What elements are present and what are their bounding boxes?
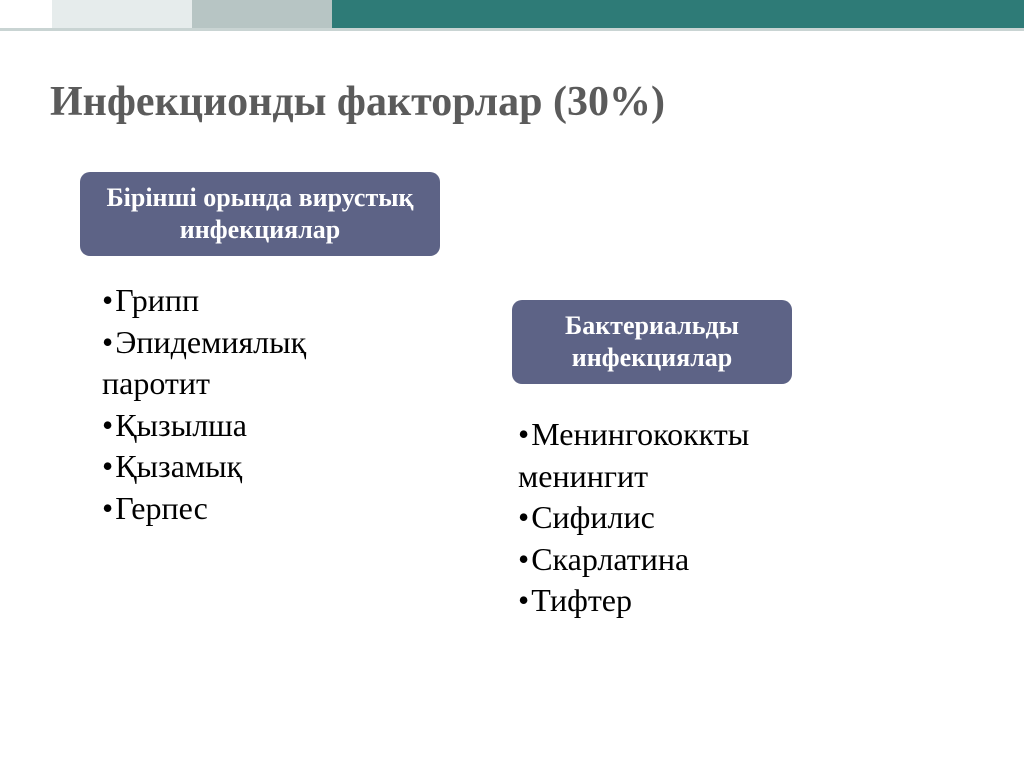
list-item: Скарлатина (518, 539, 828, 581)
topbar-seg-1 (0, 0, 52, 28)
list-item: Қызамық (102, 446, 412, 488)
viral-heading-pill: Бірінші орында вирустық инфекциялар (80, 172, 440, 256)
viral-list: Грипп Эпидемиялық паротит Қызылша Қызамы… (102, 280, 412, 530)
list-item: Қызылша (102, 405, 412, 447)
bacterial-heading-text: Бактериальды инфекциялар (522, 310, 782, 375)
list-item: Менингококкты менингит (518, 414, 828, 497)
bacterial-list: Менингококкты менингит Сифилис Скарлатин… (518, 414, 828, 622)
viral-heading-text: Бірінші орында вирустық инфекциялар (90, 182, 430, 247)
top-rule (0, 28, 1024, 31)
list-item: Эпидемиялық паротит (102, 322, 412, 405)
bacterial-heading-pill: Бактериальды инфекциялар (512, 300, 792, 384)
topbar-seg-3 (192, 0, 332, 28)
top-accent-bar (0, 0, 1024, 28)
list-item: Герпес (102, 488, 412, 530)
topbar-seg-2 (52, 0, 192, 28)
list-item: Грипп (102, 280, 412, 322)
slide-title: Инфекционды факторлар (30%) (50, 78, 665, 126)
list-item: Тифтер (518, 580, 828, 622)
topbar-seg-4 (332, 0, 1024, 28)
list-item: Сифилис (518, 497, 828, 539)
